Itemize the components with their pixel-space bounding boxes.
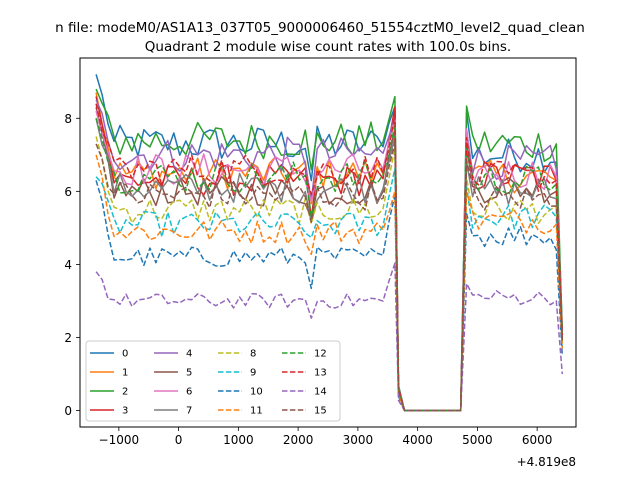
y-axis: 0 2 4 6 8 <box>64 112 80 418</box>
legend-label-15: 15 <box>314 406 327 417</box>
y-tick-label: 4 <box>64 258 72 272</box>
legend-label-13: 13 <box>314 368 327 379</box>
legend-label-4: 4 <box>186 349 192 360</box>
legend-label-1: 1 <box>122 368 128 379</box>
legend-label-3: 3 <box>122 406 128 417</box>
y-tick-label: 6 <box>64 185 72 199</box>
x-tick-label: −1000 <box>99 433 140 447</box>
legend-label-7: 7 <box>186 406 192 417</box>
legend-label-12: 12 <box>314 349 327 360</box>
x-tick-label: 4000 <box>402 433 433 447</box>
series-line-10 <box>95 180 564 412</box>
x-offset-label: +4.819e8 <box>517 455 576 469</box>
y-tick-label: 2 <box>64 331 72 345</box>
x-tick-label: 3000 <box>343 433 374 447</box>
x-tick-label: 6000 <box>522 433 553 447</box>
legend-label-9: 9 <box>250 368 256 379</box>
legend-box <box>85 340 341 422</box>
series-line-9 <box>95 167 564 412</box>
legend-label-10: 10 <box>250 387 263 398</box>
chart-title: Quadrant 2 module wise count rates with … <box>145 39 511 55</box>
legend-label-14: 14 <box>314 387 327 398</box>
series-line-7 <box>95 118 564 412</box>
series-line-14 <box>95 262 564 412</box>
figure-suptitle: n file: modeM0/AS1A13_037T05_9000006460_… <box>55 20 585 36</box>
legend-label-2: 2 <box>122 387 128 398</box>
series-line-12 <box>95 118 564 412</box>
x-axis: −1000 0 1000 2000 3000 4000 5000 6000 <box>99 427 553 447</box>
y-tick-label: 0 <box>64 404 72 418</box>
legend-label-6: 6 <box>186 387 192 398</box>
series-line-5 <box>95 107 564 412</box>
legend-label-0: 0 <box>122 349 128 360</box>
x-tick-label: 1000 <box>223 433 254 447</box>
plot-area <box>95 74 564 412</box>
series-line-11 <box>95 154 564 412</box>
series-line-13 <box>95 103 564 412</box>
legend-label-11: 11 <box>250 406 263 417</box>
x-tick-label: 0 <box>175 433 183 447</box>
x-tick-label: 5000 <box>462 433 493 447</box>
series-line-15 <box>95 142 564 412</box>
series-line-4 <box>95 99 564 412</box>
y-tick-label: 8 <box>64 112 72 126</box>
x-tick-label: 2000 <box>283 433 314 447</box>
axes-frame <box>79 57 577 428</box>
legend-label-5: 5 <box>186 368 192 379</box>
legend-label-8: 8 <box>250 349 256 360</box>
